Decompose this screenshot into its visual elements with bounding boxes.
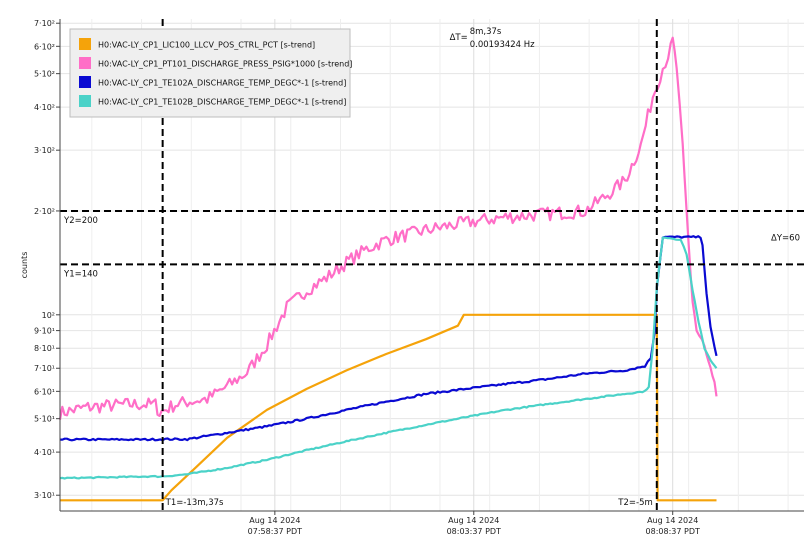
- x-tick-label-date: Aug 14 2024: [448, 516, 499, 525]
- delta-t-value: 8m,37s: [470, 27, 502, 37]
- y-tick-label: 6·10¹: [34, 387, 55, 396]
- y-tick-label: 7·10²: [34, 19, 55, 28]
- legend[interactable]: H0:VAC-LY_CP1_LIC100_LLCV_POS_CTRL_PCT […: [69, 28, 352, 118]
- y-tick-label: 3·10²: [34, 146, 55, 155]
- x-tick-label-time: 08:08:37 PDT: [646, 527, 700, 536]
- y-tick-label: 8·10¹: [34, 344, 55, 353]
- series-line-4: [59, 236, 718, 480]
- series-line-3: [60, 235, 718, 442]
- y-tick-label: 5·10¹: [34, 415, 55, 424]
- y-tick-label: 5·10²: [34, 70, 55, 79]
- y-axis-label: counts: [20, 252, 29, 279]
- y-tick-label: 4·10¹: [34, 448, 55, 457]
- cursor-t1-label: T1=-13m,37s: [165, 498, 224, 508]
- x-tick-label-date: Aug 14 2024: [647, 516, 698, 525]
- delta-y-label: ΔY=60: [771, 234, 800, 244]
- delta-t-frequency: 0.00193424 Hz: [470, 40, 535, 50]
- series-layer: [58, 36, 718, 502]
- legend-swatch[interactable]: [79, 38, 91, 50]
- legend-entry-label[interactable]: H0:VAC-LY_CP1_LIC100_LLCV_POS_CTRL_PCT […: [98, 41, 315, 50]
- y-tick-label: 6·10²: [34, 42, 55, 51]
- y-tick-label: 4·10²: [34, 103, 55, 112]
- cursor-y1-label: Y1=140: [63, 269, 98, 279]
- x-tick-label-time: 07:58:37 PDT: [248, 527, 302, 536]
- series-line-2: [58, 36, 718, 420]
- legend-entry-label[interactable]: H0:VAC-LY_CP1_TE102B_DISCHARGE_TEMP_DEGC…: [98, 98, 346, 107]
- legend-swatch[interactable]: [79, 95, 91, 107]
- legend-entry-label[interactable]: H0:VAC-LY_CP1_TE102A_DISCHARGE_TEMP_DEGC…: [98, 79, 346, 88]
- y-tick-label: 2·10²: [34, 207, 55, 216]
- legend-swatch[interactable]: [79, 76, 91, 88]
- y-tick-label: 3·10¹: [34, 491, 55, 500]
- cursor-t2-label: T2=-5m: [617, 498, 652, 508]
- axes: 3·10¹ 4·10¹ 5·10¹ 6·10¹ 7·10¹ 8·10¹ 9·10¹ 10² 2·…: [34, 19, 804, 536]
- x-tick-label-time: 08:03:37 PDT: [447, 527, 501, 536]
- y-tick-label: 7·10¹: [34, 364, 55, 373]
- y-tick-label: 9·10¹: [34, 327, 55, 336]
- legend-entry-label[interactable]: H0:VAC-LY_CP1_PT101_DISCHARGE_PRESS_PSIG…: [98, 60, 352, 69]
- legend-box: [69, 28, 351, 118]
- y-tick-label: 10²: [42, 311, 55, 320]
- cursor-y2-label: Y2=200: [63, 216, 98, 226]
- legend-swatch[interactable]: [79, 57, 91, 69]
- delta-t-symbol: ΔT=: [450, 33, 468, 43]
- x-tick-label-date: Aug 14 2024: [249, 516, 300, 525]
